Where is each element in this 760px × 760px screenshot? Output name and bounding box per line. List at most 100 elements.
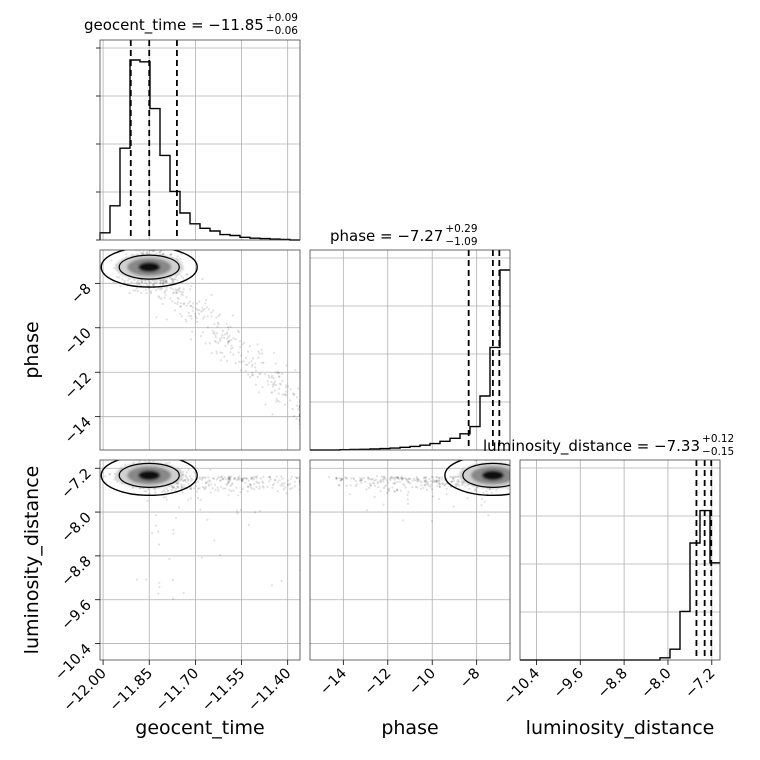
- scatter-point: [232, 489, 235, 492]
- scatter-point: [144, 244, 146, 246]
- scatter-point: [292, 394, 295, 397]
- scatter-point: [489, 487, 492, 490]
- scatter-point: [424, 476, 427, 479]
- scatter-point: [285, 364, 288, 367]
- scatter-point: [189, 288, 192, 291]
- scatter-point: [169, 253, 172, 256]
- scatter-point: [110, 259, 113, 262]
- scatter-point: [369, 482, 372, 485]
- scatter-point: [284, 386, 287, 389]
- scatter-point: [279, 383, 282, 386]
- scatter-point: [345, 477, 349, 480]
- scatter-point: [441, 482, 444, 485]
- scatter-point: [278, 375, 281, 379]
- scatter-point: [456, 478, 460, 481]
- scatter-point: [175, 290, 178, 293]
- x-tick-label: −8.0: [639, 666, 675, 702]
- scatter-point: [215, 316, 218, 319]
- scatter-point: [242, 476, 245, 480]
- scatter-point: [170, 277, 173, 280]
- scatter-point: [249, 376, 252, 379]
- scatter-point: [402, 483, 405, 486]
- scatter-point: [426, 481, 429, 484]
- scatter-point: [164, 280, 167, 283]
- scatter-point: [181, 480, 185, 483]
- scatter-point: [295, 417, 298, 421]
- scatter-point: [453, 476, 456, 479]
- scatter-point: [146, 247, 148, 249]
- scatter-point: [194, 312, 197, 315]
- scatter-point: [206, 480, 209, 483]
- scatter-point: [212, 332, 215, 335]
- scatter-point: [130, 253, 133, 256]
- scatter-point: [415, 477, 418, 480]
- scatter-point: [182, 479, 185, 482]
- scatter-point: [451, 477, 454, 480]
- scatter-point: [361, 479, 364, 482]
- scatter-point: [128, 277, 131, 281]
- scatter-point: [443, 483, 446, 486]
- scatter-point: [296, 477, 299, 480]
- scatter-point: [113, 478, 116, 481]
- scatter-point: [270, 380, 273, 383]
- scatter-point: [219, 359, 223, 362]
- scatter-point: [438, 477, 441, 480]
- scatter-point: [165, 286, 168, 289]
- scatter-point: [210, 315, 213, 318]
- scatter-point: [514, 475, 516, 477]
- scatter-point: [258, 391, 261, 394]
- scatter-point: [210, 311, 213, 314]
- scatter-point: [240, 369, 243, 372]
- scatter-point: [125, 253, 128, 256]
- title-lower-error: −1.09: [445, 236, 477, 248]
- scatter-point: [517, 483, 519, 485]
- scatter-point: [157, 543, 160, 546]
- scatter-point: [434, 480, 437, 483]
- scatter-point: [147, 487, 150, 491]
- scatter-point: [452, 477, 455, 480]
- scatter-point: [216, 325, 219, 328]
- scatter-point: [195, 490, 199, 493]
- scatter-point: [145, 247, 147, 249]
- scatter-point: [517, 464, 519, 466]
- scatter-point: [246, 485, 250, 488]
- scatter-point: [132, 461, 135, 464]
- scatter-point: [435, 478, 438, 482]
- scatter-point: [457, 483, 460, 486]
- scatter-point: [227, 477, 230, 480]
- scatter-point: [369, 484, 372, 487]
- scatter-point: [242, 360, 245, 363]
- scatter-point: [201, 476, 204, 479]
- scatter-point: [131, 486, 134, 490]
- scatter-point: [406, 480, 409, 483]
- scatter-point: [212, 477, 215, 480]
- scatter-point: [150, 291, 153, 295]
- scatter-point: [160, 279, 163, 282]
- hist-panel-luminosity_distance: [519, 459, 721, 661]
- scatter-point: [212, 477, 215, 480]
- panel-frame: [99, 459, 301, 661]
- scatter-point: [512, 472, 514, 474]
- x-tick-label: −8.8: [595, 666, 631, 702]
- scatter-point: [297, 408, 300, 411]
- scatter-point: [176, 291, 179, 295]
- scatter-point: [276, 481, 279, 484]
- scatter-point: [405, 478, 408, 481]
- scatter-point: [250, 476, 253, 479]
- scatter-point: [375, 475, 379, 478]
- scatter-point: [183, 302, 186, 305]
- scatter-point: [411, 486, 414, 489]
- scatter-point: [199, 498, 202, 501]
- scatter-point: [227, 477, 230, 480]
- scatter-point: [441, 482, 444, 485]
- scatter-point: [285, 390, 288, 393]
- scatter-point: [205, 482, 208, 485]
- scatter-point: [204, 342, 207, 345]
- scatter-point: [387, 488, 390, 491]
- scatter-point: [226, 326, 230, 329]
- scatter-point: [171, 281, 174, 284]
- scatter-point: [455, 482, 458, 485]
- x-tick-label: −9.6: [551, 666, 587, 702]
- scatter-point: [144, 288, 147, 291]
- scatter-point: [401, 477, 404, 480]
